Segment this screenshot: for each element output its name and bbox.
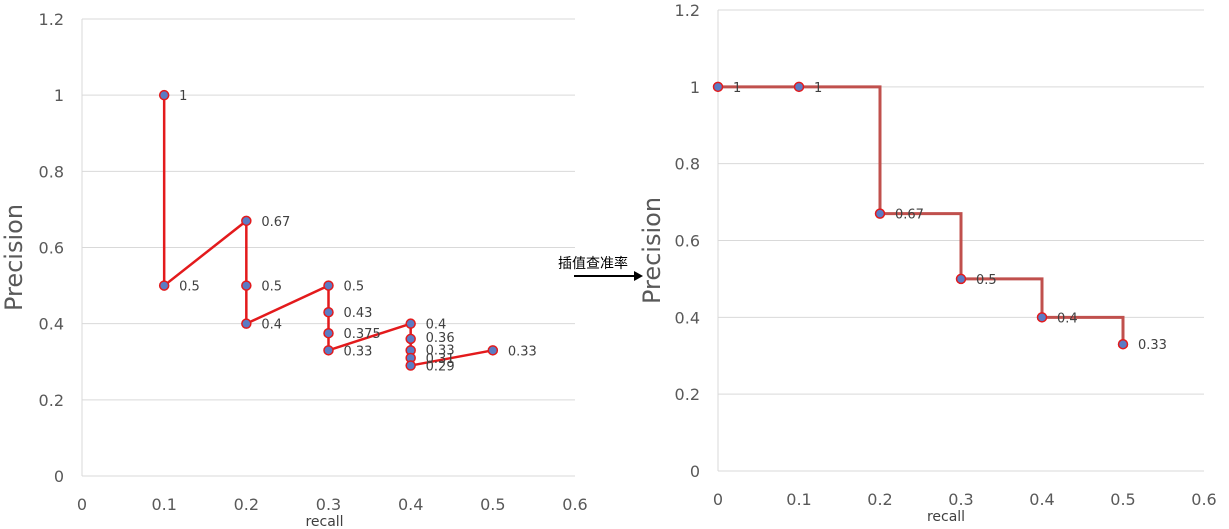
data-label: 0.36 xyxy=(426,331,455,346)
data-point xyxy=(487,345,499,356)
x-tick-label: 0.4 xyxy=(398,495,423,514)
y-tick-label: 0.6 xyxy=(675,232,700,251)
y-tick-label: 0.4 xyxy=(675,308,700,327)
x-tick-label: 0.6 xyxy=(562,495,587,514)
data-point xyxy=(405,360,416,371)
y-tick-label: 0 xyxy=(54,467,64,486)
data-point xyxy=(405,318,416,329)
data-point xyxy=(323,327,334,339)
x-tick-label: 0.5 xyxy=(1110,490,1135,509)
x-tick-label: 0.1 xyxy=(786,490,811,509)
data-label: 0.31 xyxy=(426,352,455,367)
x-tick-label: 0.2 xyxy=(234,495,259,514)
data-label: 0.67 xyxy=(895,208,924,223)
data-label: 0.33 xyxy=(426,343,455,358)
data-point xyxy=(158,89,170,101)
x-tick-label: 0 xyxy=(77,495,87,514)
x-tick-label: 0 xyxy=(713,490,723,509)
data-label: 0.43 xyxy=(344,306,373,321)
y-tick-label: 1 xyxy=(54,86,64,105)
data-point xyxy=(323,280,334,291)
data-point xyxy=(1036,312,1048,323)
data-point xyxy=(241,318,252,329)
y-tick-label: 0.8 xyxy=(39,162,64,181)
data-label: 1 xyxy=(179,89,187,104)
data-point xyxy=(323,345,334,356)
data-point xyxy=(712,81,724,93)
data-label: 0.5 xyxy=(976,273,997,288)
y-axis-title: Precision xyxy=(0,204,28,311)
x-tick-label: 0.2 xyxy=(867,490,892,509)
precision-recall-chart-raw: 0 0.2 0.4 0.6 0.8 1 1.2 0 0.1 0.2 0.3 0.4 0.5 0.6 reca… xyxy=(0,10,588,529)
data-point xyxy=(405,333,416,345)
y-tick-label: 1.2 xyxy=(39,10,64,29)
x-tick-label: 0.3 xyxy=(316,495,341,514)
data-label: 0.4 xyxy=(1057,311,1078,326)
x-axis-title: recall xyxy=(305,514,343,529)
data-label: 0.5 xyxy=(344,280,365,295)
y-tick-label: 1 xyxy=(690,78,700,97)
x-tick-label: 0.3 xyxy=(948,490,973,509)
data-point xyxy=(158,280,170,291)
y-tick-label: 0.2 xyxy=(39,391,64,410)
data-label: 0.375 xyxy=(344,327,381,342)
transform-arrow-icon xyxy=(574,271,643,281)
data-label: 0.5 xyxy=(261,280,282,295)
data-label: 1 xyxy=(733,81,741,96)
x-tick-label: 0.4 xyxy=(1029,490,1054,509)
x-tick-label: 0.6 xyxy=(1191,490,1216,509)
data-point xyxy=(1117,338,1129,350)
data-label: 0.33 xyxy=(508,344,537,359)
y-tick-label: 0.6 xyxy=(39,239,64,258)
x-axis-title: recall xyxy=(927,509,965,525)
arrow-label: 插值查准率 xyxy=(558,256,628,272)
data-point xyxy=(241,280,252,291)
data-label: 0.29 xyxy=(426,360,455,375)
data-point xyxy=(793,81,805,93)
x-tick-label: 0.1 xyxy=(151,495,176,514)
precision-recall-chart-interpolated: 0 0.2 0.4 0.6 0.8 1 1.2 0 0.1 0.2 0.3 0.4 0.5 0.6 reca… xyxy=(638,1,1217,525)
data-point xyxy=(323,306,334,318)
data-point xyxy=(955,273,967,285)
x-tick-label: 0.5 xyxy=(480,495,505,514)
data-label: 0.67 xyxy=(261,215,290,230)
y-axis-title: Precision xyxy=(638,197,666,304)
data-point xyxy=(241,215,252,227)
y-tick-label: 0.4 xyxy=(39,315,64,334)
data-label: 0.33 xyxy=(344,344,373,359)
data-label: 0.33 xyxy=(1138,338,1167,353)
data-label: 0.4 xyxy=(426,318,447,333)
data-label: 1 xyxy=(814,81,822,96)
y-tick-label: 0.8 xyxy=(675,155,700,174)
data-label: 0.4 xyxy=(261,318,282,333)
y-tick-label: 0.2 xyxy=(675,385,700,404)
data-label: 0.5 xyxy=(179,280,200,295)
series-line xyxy=(718,85,1125,345)
data-point xyxy=(874,208,886,219)
y-tick-label: 1.2 xyxy=(675,1,700,20)
y-tick-label: 0 xyxy=(690,462,700,481)
